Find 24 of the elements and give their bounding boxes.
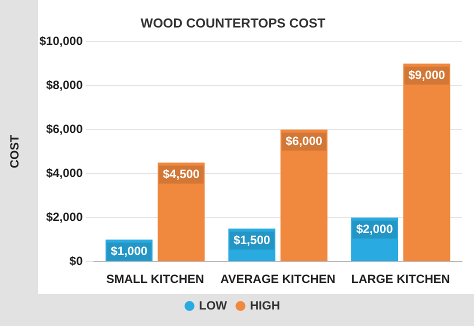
data-label: $6,000 [286, 134, 323, 148]
x-tick-label: LARGE KITCHEN [351, 272, 450, 286]
data-label: $2,000 [356, 222, 394, 236]
y-tick-label: $6,000 [46, 122, 84, 136]
y-tick-label: $2,000 [46, 210, 84, 224]
data-label: $4,500 [162, 166, 200, 181]
data-label: $9,000 [408, 68, 446, 82]
bar [280, 130, 328, 262]
data-label: $1,500 [233, 232, 270, 247]
y-tick-label: $0 [69, 254, 84, 268]
y-axis-title: COST [8, 134, 22, 168]
legend-label: LOW [199, 298, 228, 312]
x-tick-label: AVERAGE KITCHEN [220, 272, 336, 286]
bar [351, 218, 398, 262]
y-tick-label: $8,000 [46, 78, 84, 92]
bar [228, 228, 276, 262]
chart-title: WOOD COUNTERTOPS COST [140, 15, 326, 30]
data-label: $1,000 [110, 244, 148, 258]
bar [403, 64, 450, 262]
y-tick-label: $4,000 [46, 166, 84, 180]
bar [158, 162, 205, 262]
y-tick-label: $10,000 [39, 34, 84, 48]
legend-label: HIGH [250, 298, 280, 312]
x-tick-label: SMALL KITCHEN [106, 272, 204, 286]
